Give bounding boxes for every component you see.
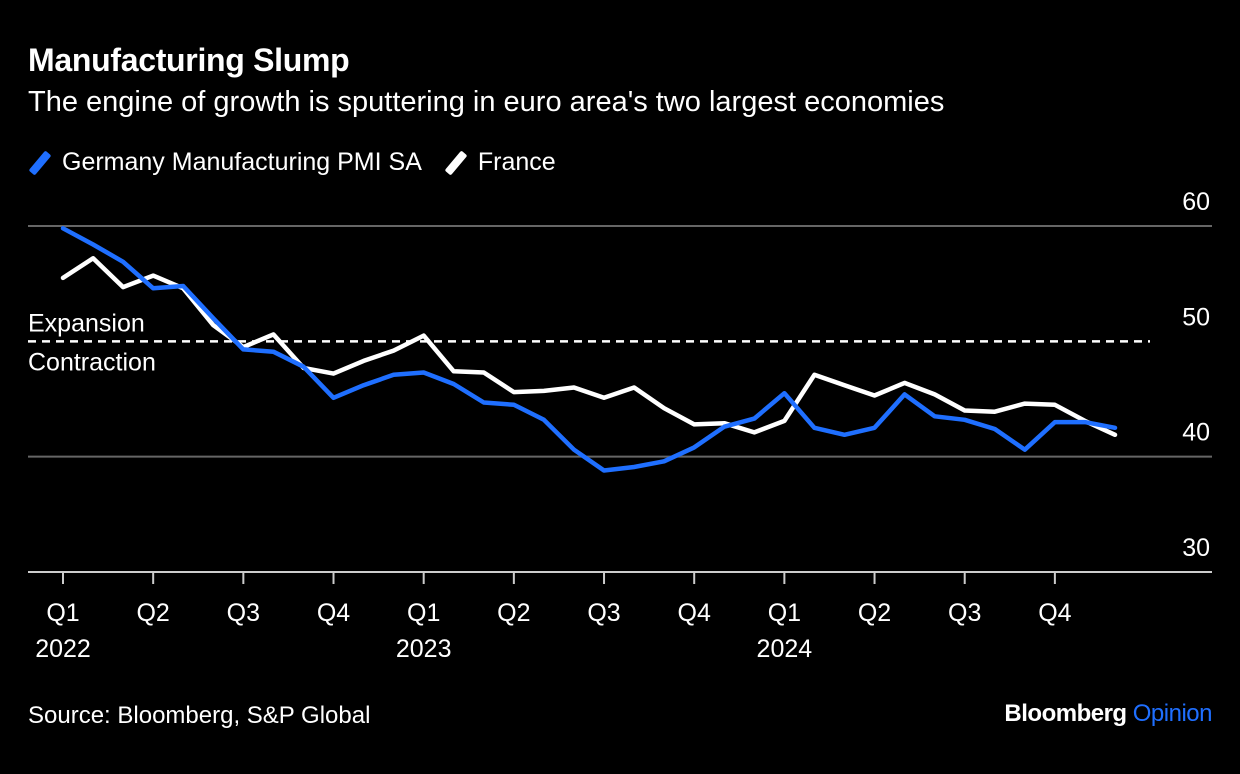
x-tick-label: Q3 (227, 599, 260, 627)
x-year-label: 2024 (757, 635, 813, 663)
expansion-label: Expansion (28, 309, 145, 337)
legend: Germany Manufacturing PMI SA France (28, 148, 578, 177)
reference-layer: Expansion Contraction (28, 309, 1150, 376)
y-tick-label: 30 (1182, 534, 1210, 562)
y-tick-label: 50 (1182, 303, 1210, 331)
grid-layer (28, 225, 1212, 573)
x-tick-label: Q2 (136, 599, 169, 627)
series-line-germany (60, 226, 1118, 473)
chart-title: Manufacturing Slump (28, 42, 350, 78)
axis-layer: 30 40 50 60 Q1 Q2 Q3 Q4 Q1 Q2 Q3 Q4 Q1 Q2 Q3 Q4 2022 2023… (35, 188, 1210, 663)
brand-logo: Bloomberg Opinion (1004, 700, 1212, 728)
x-tick-label: Q2 (858, 599, 891, 627)
x-tick-label: Q4 (1038, 599, 1071, 627)
x-tick-label: Q2 (497, 599, 530, 627)
y-tick-label: 60 (1182, 188, 1210, 216)
source-note: Source: Bloomberg, S&P Global (28, 702, 371, 729)
x-tick-label: Q1 (46, 599, 79, 627)
contraction-label: Contraction (28, 348, 156, 376)
legend-item-france: France (444, 148, 556, 177)
brand-accent: Opinion (1132, 700, 1213, 727)
legend-label-france: France (477, 148, 556, 176)
x-tick-label: Q1 (407, 599, 440, 627)
x-tick-label: Q1 (768, 599, 801, 627)
series-layer (60, 226, 1118, 473)
x-tick-label: Q3 (587, 599, 620, 627)
legend-item-germany: Germany Manufacturing PMI SA (28, 148, 422, 177)
x-tick-label: Q4 (678, 599, 711, 627)
x-tick-label: Q4 (317, 599, 350, 627)
x-year-label: 2023 (396, 635, 452, 663)
y-tick-label: 40 (1182, 419, 1210, 447)
legend-label-germany: Germany Manufacturing PMI SA (62, 148, 422, 176)
brand-main: Bloomberg (1004, 700, 1127, 727)
x-tick-label: Q3 (948, 599, 981, 627)
series-line-france (60, 256, 1118, 438)
chart-subtitle: The engine of growth is sputtering in eu… (28, 86, 945, 118)
x-year-label: 2022 (35, 635, 91, 663)
